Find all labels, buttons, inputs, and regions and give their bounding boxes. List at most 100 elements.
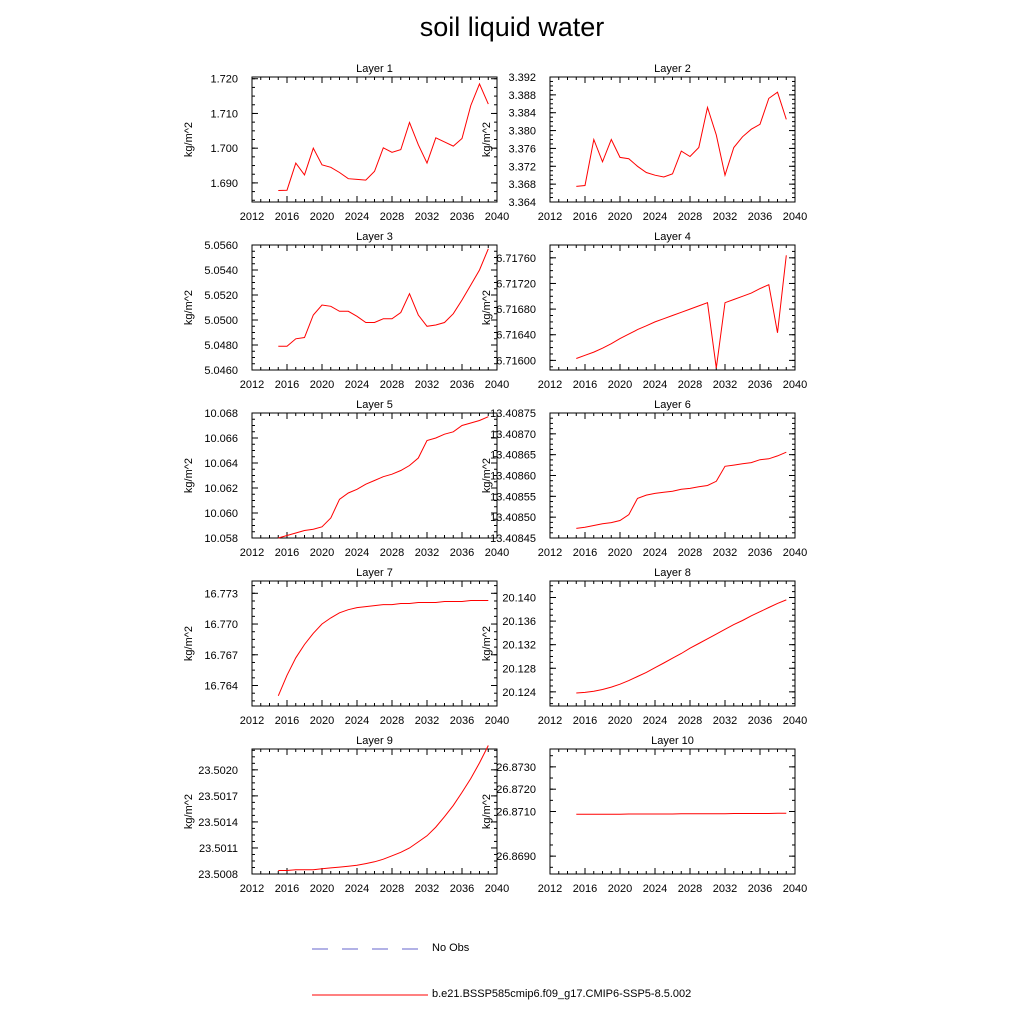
layer-3-ytick-label: 5.0540	[204, 265, 238, 277]
panel-layer-10: Layer 10 kg/m^2 2012 2016 2020 2024 2028 2032 20…	[481, 735, 807, 895]
layer-8-xtick-label: 2032	[713, 715, 737, 727]
layer-1-series-line	[278, 82, 489, 191]
layer-1-xtick-label: 2028	[380, 211, 404, 223]
layer-7-xtick-label: 2036	[450, 715, 474, 727]
layer-2-ytick-label: 3.384	[508, 108, 536, 120]
layer-2-series-line	[576, 91, 787, 187]
layer-1-xtick-label: 2036	[450, 211, 474, 223]
layer-6-ylabel: kg/m^2	[481, 458, 493, 493]
layer-3-ytick-label: 5.0460	[204, 365, 238, 377]
layer-8-ytick-label: 20.136	[502, 616, 536, 628]
layer-6-xtick-label: 2036	[748, 547, 772, 559]
panel-layer-7: Layer 7 kg/m^2 2012 2016 2020 2024 2028 2032 203…	[183, 567, 509, 727]
layer-10-xtick-label: 2024	[643, 883, 667, 895]
layer-6-title: Layer 6	[654, 399, 691, 411]
layer-5-ytick-label: 10.068	[204, 408, 238, 420]
layer-2-ytick-label: 3.392	[508, 72, 536, 84]
layer-1-ytick-label: 1.720	[210, 74, 238, 86]
layer-2-ytick-label: 3.376	[508, 143, 536, 155]
layer-6-ytick-label: 13.40845	[490, 533, 536, 545]
layer-3-xtick-label: 2012	[240, 379, 264, 391]
layer-3-xtick-label: 2036	[450, 379, 474, 391]
layer-1-xtick-label: 2012	[240, 211, 264, 223]
layer-3-xtick-label: 2016	[275, 379, 299, 391]
layer-2-xtick-label: 2024	[643, 211, 667, 223]
layer-1-xtick-label: 2032	[415, 211, 439, 223]
layer-10-frame	[549, 748, 796, 875]
layer-1-ylabel: kg/m^2	[183, 122, 195, 157]
layer-8-xtick-label: 2020	[608, 715, 632, 727]
layer-6-ytick-label: 13.40855	[490, 491, 536, 503]
layer-8-title: Layer 8	[654, 567, 691, 579]
layer-4-xtick-label: 2028	[678, 379, 702, 391]
layer-7-title: Layer 7	[356, 567, 393, 579]
layer-4-xtick-label: 2020	[608, 379, 632, 391]
figure-title: soil liquid water	[419, 12, 605, 42]
layer-5-xtick-label: 2020	[310, 547, 334, 559]
layer-7-ytick-label: 16.767	[204, 650, 238, 662]
layer-10-xtick-label: 2020	[608, 883, 632, 895]
layer-10-title: Layer 10	[651, 735, 694, 747]
layer-5-xtick-label: 2024	[345, 547, 369, 559]
layer-4-ytick-label: 6.71640	[496, 330, 536, 342]
layer-2-xtick-label: 2012	[538, 211, 562, 223]
layer-4-ytick-label: 6.71600	[496, 355, 536, 367]
layer-3-xtick-label: 2024	[345, 379, 369, 391]
layer-2-ylabel: kg/m^2	[481, 122, 493, 157]
layer-8-ylabel: kg/m^2	[481, 626, 493, 661]
layer-6-xtick-label: 2012	[538, 547, 562, 559]
layer-3-series-line	[278, 248, 489, 347]
layer-7-ytick-label: 16.773	[204, 588, 238, 600]
layer-8-xtick-label: 2028	[678, 715, 702, 727]
layer-4-ytick-label: 6.71680	[496, 304, 536, 316]
layer-2-xtick-label: 2020	[608, 211, 632, 223]
layer-10-xtick-label: 2040	[783, 883, 807, 895]
layer-10-xtick-label: 2012	[538, 883, 562, 895]
layer-5-ytick-label: 10.064	[204, 458, 238, 470]
layer-8-xtick-label: 2036	[748, 715, 772, 727]
layer-5-xtick-label: 2040	[485, 547, 509, 559]
layer-2-frame	[549, 76, 796, 203]
layer-5-series-line	[278, 416, 489, 539]
layer-1-title: Layer 1	[356, 63, 393, 75]
layer-3-ytick-label: 5.0560	[204, 240, 238, 252]
layer-10-ytick-label: 26.8730	[496, 762, 536, 774]
layer-3-title: Layer 3	[356, 231, 393, 243]
layer-3-ytick-label: 5.0480	[204, 340, 238, 352]
layer-4-xtick-label: 2012	[538, 379, 562, 391]
layer-10-series-line	[576, 812, 787, 815]
layer-9-ytick-label: 23.5020	[198, 765, 238, 777]
layer-9-xtick-label: 2024	[345, 883, 369, 895]
layer-9-ytick-label: 23.5014	[198, 817, 238, 829]
layer-4-title: Layer 4	[654, 231, 691, 243]
layer-8-series-line	[576, 599, 787, 694]
layer-9-series-line	[278, 745, 489, 871]
layer-3-xtick-label: 2028	[380, 379, 404, 391]
layer-5-xtick-label: 2036	[450, 547, 474, 559]
panel-layer-2: Layer 2 kg/m^2 2012 2016 2020 2024 2028 2032 203…	[481, 63, 807, 223]
layer-7-xtick-label: 2016	[275, 715, 299, 727]
layer-2-xtick-label: 2028	[678, 211, 702, 223]
layer-1-xtick-label: 2016	[275, 211, 299, 223]
layer-7-xtick-label: 2028	[380, 715, 404, 727]
layer-2-xtick-label: 2032	[713, 211, 737, 223]
layer-6-xtick-label: 2016	[573, 547, 597, 559]
layer-3-frame	[251, 244, 498, 371]
layer-3-xtick-label: 2040	[485, 379, 509, 391]
layer-5-xtick-label: 2012	[240, 547, 264, 559]
layer-8-ytick-label: 20.128	[502, 663, 536, 675]
layer-8-xtick-label: 2012	[538, 715, 562, 727]
layer-7-xtick-label: 2020	[310, 715, 334, 727]
layer-7-xtick-label: 2024	[345, 715, 369, 727]
layer-6-xtick-label: 2024	[643, 547, 667, 559]
layer-4-xtick-label: 2032	[713, 379, 737, 391]
layer-7-series-line	[277, 600, 489, 696]
panel-layer-5: Layer 5 kg/m^2 2012 2016 2020 2024 2028 2032 203…	[183, 399, 509, 559]
layer-9-ylabel: kg/m^2	[183, 794, 195, 829]
layer-10-ytick-label: 26.8690	[496, 851, 536, 863]
layer-10-xtick-label: 2036	[748, 883, 772, 895]
layer-8-xtick-label: 2024	[643, 715, 667, 727]
layer-2-ytick-label: 3.368	[508, 179, 536, 191]
layer-7-xtick-label: 2032	[415, 715, 439, 727]
